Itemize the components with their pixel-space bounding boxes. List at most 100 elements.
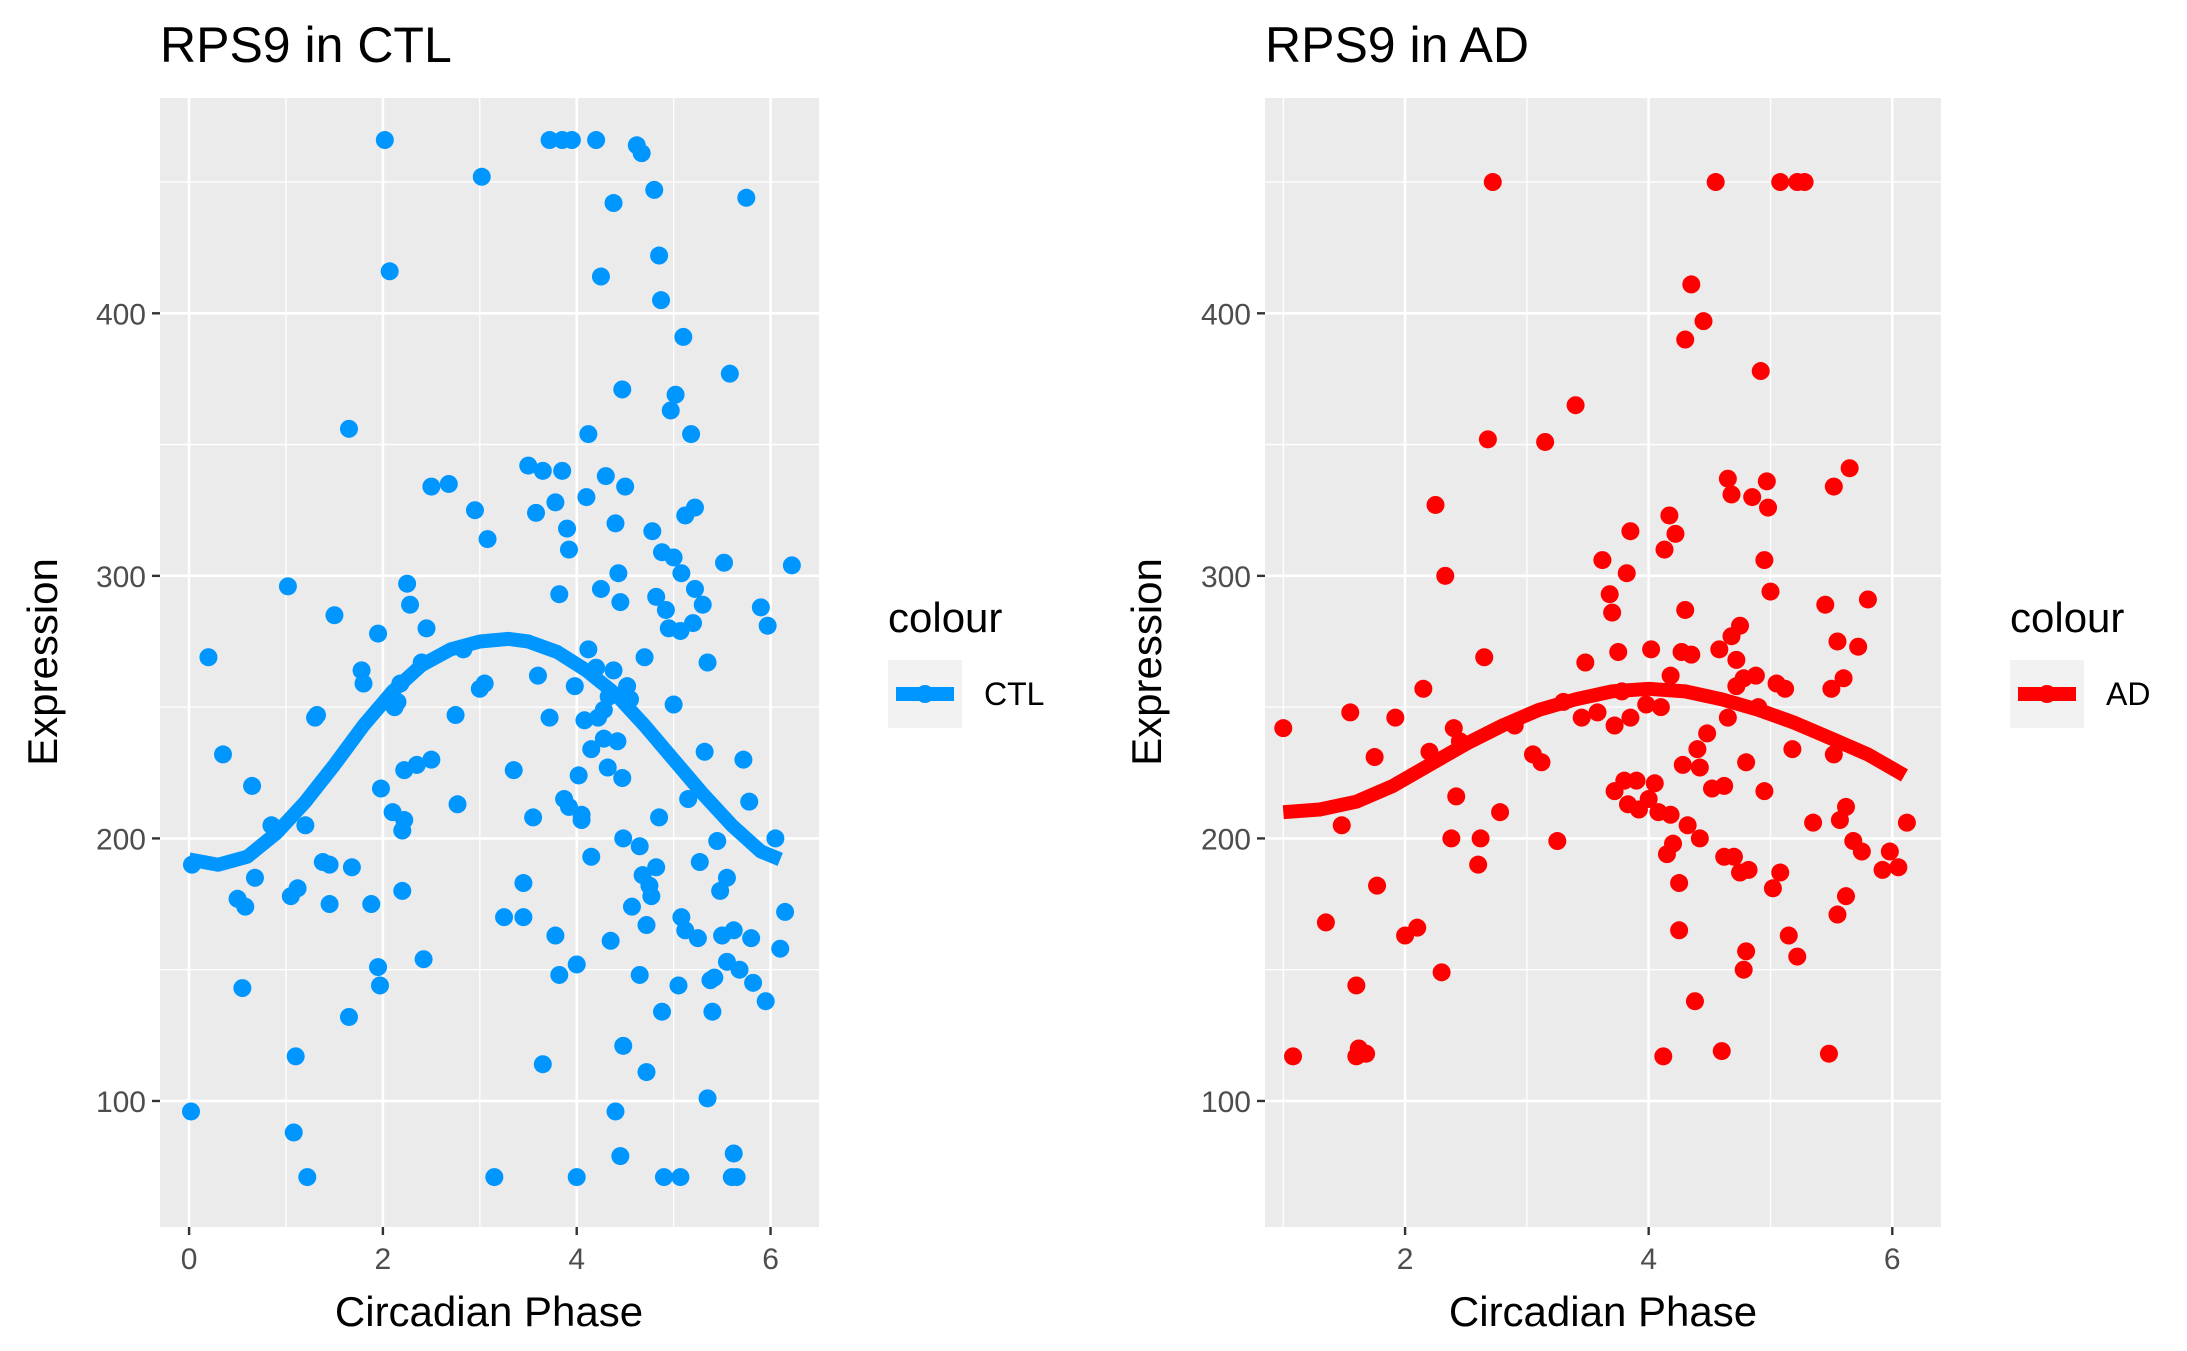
data-point — [514, 908, 533, 927]
data-point — [642, 887, 661, 906]
data-point — [637, 1063, 656, 1082]
data-point — [1621, 708, 1640, 727]
data-point — [698, 653, 717, 672]
data-point — [1645, 774, 1664, 793]
data-point — [1804, 813, 1823, 832]
data-point — [569, 766, 588, 785]
data-point — [1651, 698, 1670, 717]
data-point — [776, 902, 795, 921]
data-point — [540, 131, 559, 150]
data-point — [1858, 590, 1877, 609]
data-point — [579, 640, 598, 659]
data-point — [533, 1055, 552, 1074]
legend-title: colour — [888, 594, 1002, 641]
data-point — [1661, 805, 1680, 824]
x-tick-label: 6 — [762, 1243, 779, 1276]
data-point — [1588, 703, 1607, 722]
data-point — [1852, 842, 1871, 861]
data-point — [669, 976, 688, 995]
data-point — [1824, 477, 1843, 496]
data-point — [647, 587, 666, 606]
data-point — [717, 868, 736, 887]
data-point — [485, 1168, 504, 1187]
data-point — [727, 1168, 746, 1187]
x-tick-label: 2 — [1397, 1243, 1414, 1276]
data-point — [446, 706, 465, 725]
scatter-points — [1274, 173, 1916, 1066]
data-point — [1548, 832, 1567, 851]
data-point — [1779, 926, 1798, 945]
y-tick-label: 300 — [96, 561, 146, 594]
y-axis-label: Expression — [1123, 558, 1170, 766]
data-point — [1688, 740, 1707, 759]
data-point — [395, 811, 414, 830]
data-point — [422, 750, 441, 769]
x-tick-label: 6 — [1884, 1243, 1901, 1276]
y-axis-label: Expression — [19, 558, 66, 766]
data-point — [1873, 860, 1892, 879]
scatter-points — [182, 131, 801, 1187]
chart-title: RPS9 in CTL — [160, 17, 452, 73]
data-point — [1642, 640, 1661, 659]
data-point — [1666, 524, 1685, 543]
data-point — [1737, 753, 1756, 772]
fit-curve — [187, 631, 783, 872]
data-point — [567, 1168, 586, 1187]
data-point — [664, 695, 683, 714]
data-point — [630, 837, 649, 856]
data-point — [643, 522, 662, 541]
data-point — [1727, 650, 1746, 669]
data-point — [1386, 708, 1405, 727]
data-point — [465, 501, 484, 520]
data-point — [661, 401, 680, 420]
data-point — [666, 385, 685, 404]
data-point — [1572, 708, 1591, 727]
data-point — [606, 514, 625, 533]
data-point — [720, 364, 739, 383]
data-point — [613, 380, 632, 399]
data-point — [1347, 976, 1366, 995]
data-point — [504, 761, 523, 780]
data-point — [495, 908, 514, 927]
legend-label: CTL — [984, 676, 1044, 712]
data-point — [1576, 653, 1595, 672]
data-point — [213, 745, 232, 764]
x-tick-label: 4 — [1640, 1243, 1657, 1276]
data-point — [1593, 551, 1612, 570]
data-point — [307, 706, 326, 725]
data-point — [608, 732, 627, 751]
data-point — [553, 461, 572, 480]
data-point — [1795, 173, 1814, 192]
data-point — [1880, 842, 1899, 861]
data-point — [1690, 829, 1709, 848]
data-point — [622, 897, 641, 916]
data-point — [1694, 312, 1713, 331]
data-point — [1491, 803, 1510, 822]
data-point — [654, 1168, 673, 1187]
data-point — [401, 595, 420, 614]
plot-background — [1265, 98, 1941, 1227]
data-point — [362, 895, 381, 914]
data-point — [1670, 921, 1689, 940]
data-point — [1731, 616, 1750, 635]
data-point — [737, 188, 756, 207]
y-tick-label: 300 — [1201, 561, 1251, 594]
data-point — [579, 425, 598, 444]
data-point — [587, 131, 606, 150]
data-point — [730, 960, 749, 979]
data-point — [672, 564, 691, 583]
x-tick-label: 0 — [181, 1243, 198, 1276]
data-point — [559, 540, 578, 559]
data-point — [439, 474, 458, 493]
data-point — [577, 488, 596, 507]
data-point — [369, 624, 388, 643]
data-point — [744, 973, 763, 992]
data-point — [582, 740, 601, 759]
data-point — [614, 829, 633, 848]
data-point — [647, 858, 666, 877]
data-point — [1654, 1047, 1673, 1066]
data-point — [693, 595, 712, 614]
data-point — [352, 661, 371, 680]
data-point — [685, 579, 704, 598]
data-point — [286, 1047, 305, 1066]
